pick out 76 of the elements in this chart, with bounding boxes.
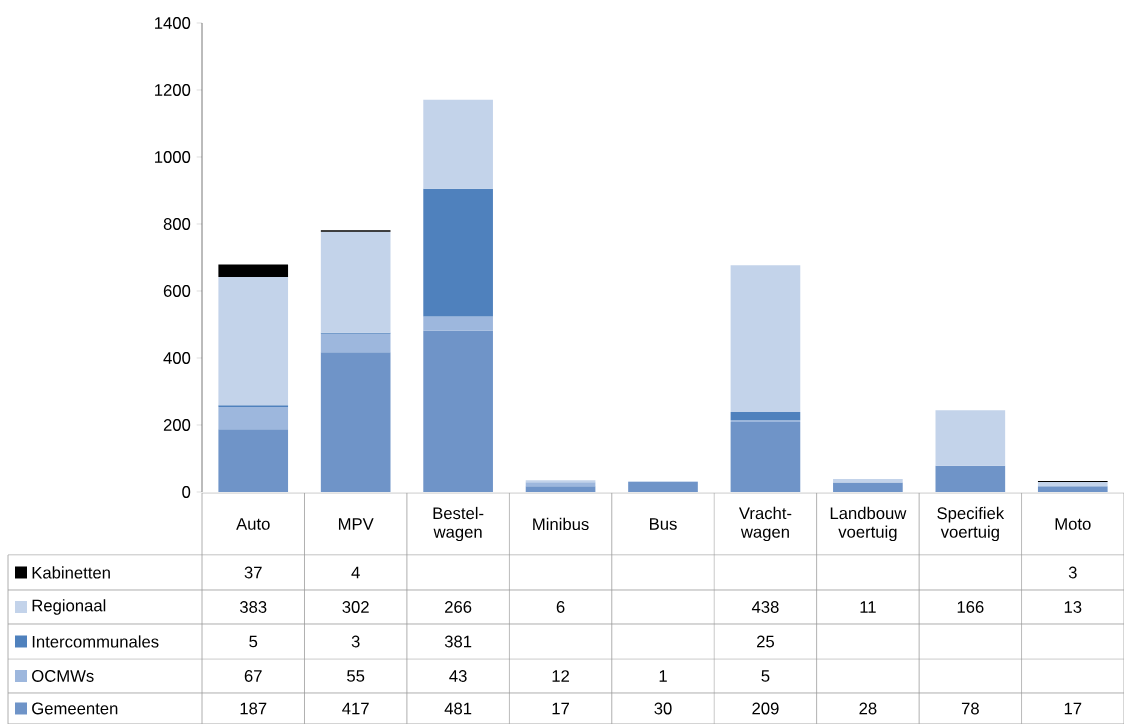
data-label: 28	[859, 702, 877, 715]
data-label: 55	[347, 670, 365, 682]
bar	[218, 264, 289, 277]
legend-label: OCMWs	[32, 670, 94, 682]
bar	[525, 480, 596, 483]
data-label: 13	[1064, 601, 1082, 613]
data-label: 11	[860, 601, 876, 613]
data-label: 3	[351, 635, 360, 648]
x-tick-label: Vracht- wagen	[738, 506, 792, 542]
bar	[423, 330, 493, 492]
y-tick-label: 1400	[155, 17, 191, 29]
data-label: 78	[961, 702, 979, 715]
data-label: 25	[757, 635, 775, 648]
data-label: 166	[957, 601, 984, 613]
bar	[423, 188, 493, 317]
y-tick-label: 1200	[155, 84, 191, 96]
x-tick-label: Bus	[650, 518, 677, 530]
bar	[525, 482, 596, 487]
bar	[730, 265, 801, 412]
x-tick-label: Specifiek voertuig	[937, 506, 1005, 542]
data-label: 5	[249, 635, 258, 648]
bar	[218, 406, 289, 430]
x-tick-label: Landbouw voertuig	[830, 506, 907, 542]
data-label: 481	[444, 702, 472, 715]
bar	[730, 411, 801, 421]
bar	[320, 333, 391, 353]
bar	[730, 421, 801, 492]
legend-label: Gemeenten	[32, 702, 118, 715]
x-tick-label: Bestel- wagen	[433, 506, 484, 542]
bar	[935, 410, 1006, 466]
bar	[525, 486, 596, 492]
bar	[320, 231, 391, 333]
data-label: 381	[444, 635, 472, 648]
bar	[423, 316, 493, 331]
y-tick-label: 200	[163, 419, 191, 431]
bar	[320, 352, 391, 492]
data-label: 187	[240, 702, 267, 715]
data-label: 266	[445, 601, 472, 613]
data-label: 37	[244, 566, 262, 579]
data-label: 383	[239, 601, 267, 613]
y-tick-label: 600	[163, 285, 191, 297]
data-label: 17	[1064, 702, 1082, 715]
bar	[1037, 486, 1108, 492]
data-label: 67	[244, 670, 262, 682]
data-label: 4	[351, 566, 360, 579]
y-tick-label: 1000	[155, 151, 191, 163]
bar	[218, 276, 289, 406]
data-label: 5	[761, 670, 770, 682]
x-tick-label: Moto	[1055, 518, 1091, 530]
data-label: 30	[654, 702, 672, 715]
bar	[935, 465, 1006, 492]
bar	[628, 481, 698, 492]
bar	[423, 99, 493, 189]
legend-label: Kabinetten	[32, 566, 110, 579]
y-tick-label: 400	[163, 352, 191, 364]
bar	[833, 482, 903, 492]
data-label: 302	[342, 601, 369, 613]
data-label: 209	[752, 702, 779, 715]
x-tick-label: Minibus	[533, 517, 589, 531]
bar	[218, 429, 289, 492]
data-label: 43	[449, 670, 467, 682]
data-label: 17	[552, 702, 569, 715]
data-label: 417	[342, 702, 369, 715]
bar	[833, 478, 903, 483]
data-label: 3	[1068, 566, 1077, 579]
x-tick-label: Auto	[236, 518, 270, 530]
y-tick-label: 800	[163, 218, 191, 230]
x-tick-label: MPV	[338, 518, 374, 530]
legend-label: Intercommunales	[32, 635, 159, 648]
legend-label: Regionaal	[32, 599, 106, 615]
data-label: 6	[556, 601, 565, 613]
data-label: 12	[552, 670, 569, 682]
bar	[1037, 481, 1108, 487]
data-label: 1	[659, 670, 667, 682]
data-label: 438	[751, 601, 779, 613]
y-tick-label: 0	[182, 486, 191, 498]
